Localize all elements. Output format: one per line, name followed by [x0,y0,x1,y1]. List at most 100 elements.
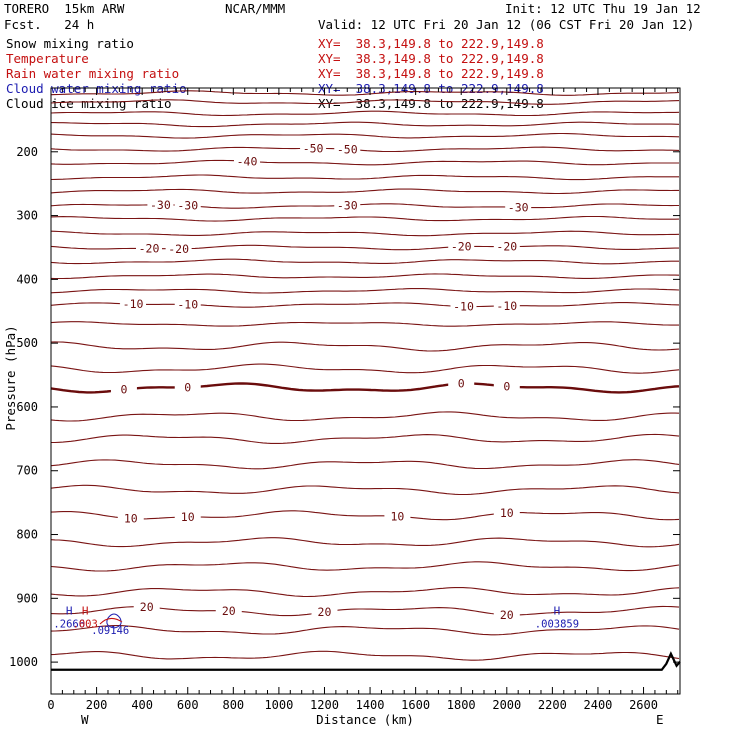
isotherm [50,110,680,117]
x-tick-label: 1800 [447,698,476,712]
y-tick-label: 700 [16,464,38,478]
x-tick-label: 1000 [264,698,293,712]
isotherm [50,258,679,265]
maximum-value: .2666 [53,618,85,630]
isotherm [50,90,680,96]
y-tick-label: 1000 [9,655,38,669]
isotherm-label-bg [311,605,338,618]
isotherm-label: 0 [184,380,191,394]
isotherm [51,433,680,444]
isotherm [50,459,680,470]
isotherm-label: -30 [150,198,171,212]
legend-cloud-ice-xy: XY= 38.3,149.8 to 222.9,149.8 [318,96,544,111]
isotherm-label: -20 [451,240,472,254]
isotherm-label-bg [493,380,520,393]
isotherm [50,302,680,308]
isotherm-label-bg [233,155,260,168]
model-title: TORERO 15km ARW [4,1,125,16]
legend-temperature: Temperature [6,51,89,66]
isotherm-label-bg [334,199,361,212]
isotherm-label-bg [493,608,520,621]
init-time: Init: 12 UTC Thu 19 Jan 12 [505,1,701,16]
y-tick-label: 800 [16,528,38,542]
forecast-hour: Fcst. 24 h [4,17,95,32]
x-tick-label: 400 [131,698,153,712]
legend-snow: Snow mixing ratio [6,36,134,51]
maximum-marker: H [554,604,561,617]
isotherm-label-bg [448,240,475,253]
isotherm [50,215,680,222]
isotherm-label: -10 [496,299,517,313]
east-label: E [656,712,664,727]
isotherm [51,121,680,128]
isotherm [50,146,680,153]
isotherm [50,650,680,661]
isotherm-label-bg [120,298,147,311]
x-tick-label: 1600 [401,698,430,712]
x-tick-label: 2000 [492,698,521,712]
isotherm [50,174,679,181]
y-tick-label: 500 [16,336,38,350]
isotherm-label-bg [334,143,361,156]
y-tick-label: 400 [16,272,38,286]
y-tick-label: 600 [16,400,38,414]
isotherm-label: 10 [390,509,404,523]
isotherm [50,203,679,209]
x-tick-label: 200 [86,698,108,712]
axis-ticks: 0 200 400 600 800 1000 1200 1400 1600 1800 2000 220… [9,88,680,712]
contour-labels: -50 -50 -40 -30 -30 -30 -30 -20 -20 -20 -20 -10 -10 -… [110,141,532,622]
isotherm [50,159,679,166]
isotherm-label: 20 [222,604,236,618]
isotherm-label: 10 [500,506,514,520]
maximum-value: .09146 [91,625,129,637]
isotherm-label: -30 [337,198,358,212]
isotherm [50,230,680,237]
legend-rain-xy: XY= 38.3,149.8 to 222.9,149.8 [318,66,544,81]
maximum-value: .003859 [535,618,579,630]
isotherm-label: -50 [337,142,358,156]
isotherm-label-bg [493,506,520,519]
isotherm-label-bg [384,510,411,523]
isotherm-label: -20 [168,242,189,256]
isotherm-label-bg [174,510,201,523]
y-tick-label: 900 [16,591,38,605]
isotherm [50,586,680,598]
isotherm [50,288,680,294]
y-axis-label: Pressure (hPa) [3,325,18,430]
isotherm-label-bg [110,383,137,396]
isotherm [50,625,680,636]
isotherm [50,537,680,548]
plot-frame [50,87,681,695]
isotherm [50,341,680,352]
isotherm-label-bg [174,381,201,394]
x-tick-label: 2600 [629,698,658,712]
isotherm-label: -30 [177,199,198,213]
isotherm [50,321,679,327]
cloud-water-contour [106,613,122,629]
isotherm-label-bg [133,601,160,614]
x-tick-label: 1200 [310,698,339,712]
isotherm-label-bg [450,300,477,313]
maximum-value: .003 [73,618,98,630]
isotherm-label-bg [174,199,201,212]
west-label: W [81,712,89,727]
isotherm-label: -10 [177,297,198,311]
isotherm [50,382,680,394]
isotherm [50,273,680,280]
isotherm-label: -40 [237,154,258,168]
isotherm-label: 20 [500,608,514,622]
isotherm-label-bg [300,142,327,155]
isotherm-label: 10 [181,510,195,524]
isotherm-label: -10 [453,300,474,314]
isotherm-label: -20 [496,240,517,254]
isotherm-label: 20 [140,600,154,614]
isotherm-label: -20 [139,241,160,255]
legend-snow-xy: XY= 38.3,149.8 to 222.9,149.8 [318,36,544,51]
x-tick-label: 2400 [584,698,613,712]
maximum-marker: H [82,604,89,617]
maximum-marker: H [66,604,73,617]
isotherm [50,188,679,195]
y-tick-label: 300 [16,209,38,223]
